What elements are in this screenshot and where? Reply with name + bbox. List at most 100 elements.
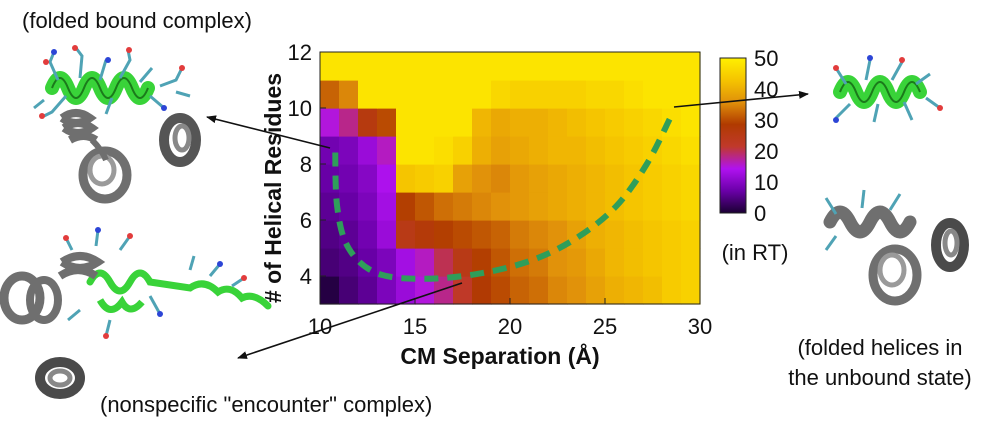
heatmap-cell — [662, 136, 682, 165]
heatmap-cell — [586, 276, 606, 305]
y-tick-label: 8 — [300, 152, 312, 177]
heatmap-cell — [358, 164, 378, 193]
heatmap-cell — [472, 80, 492, 109]
heatmap-cell — [548, 108, 568, 137]
heatmap-cell — [643, 192, 663, 221]
heatmap-cell — [510, 192, 530, 221]
x-tick-label: 10 — [308, 314, 332, 339]
heatmap-cell — [339, 192, 359, 221]
heatmap-cell — [472, 248, 492, 277]
heatmap-cell — [358, 136, 378, 165]
heatmap-cell — [643, 164, 663, 193]
heatmap-cell — [510, 136, 530, 165]
heatmap-cell — [529, 192, 549, 221]
arrow-to-encounter — [237, 282, 463, 359]
heatmap-cell — [510, 164, 530, 193]
heatmap-cell — [396, 220, 416, 249]
heatmap-cell — [434, 220, 454, 249]
heatmap-cell — [510, 52, 530, 81]
heatmap-cell — [434, 192, 454, 221]
heatmap-cell — [491, 192, 511, 221]
heatmap-cell — [339, 276, 359, 305]
heatmap-cell — [605, 80, 625, 109]
heatmap-cell — [358, 52, 378, 81]
heatmap-cell — [320, 276, 340, 305]
heatmap-cell — [415, 80, 435, 109]
heatmap-cell — [415, 108, 435, 137]
heatmap-cell — [624, 192, 644, 221]
heatmap-cell — [643, 52, 663, 81]
heatmap-cell — [377, 108, 397, 137]
heatmap-cell — [624, 164, 644, 193]
y-tick-label: 6 — [300, 208, 312, 233]
heatmap-cell — [567, 192, 587, 221]
heatmap-cell — [491, 52, 511, 81]
heatmap-cell — [415, 220, 435, 249]
heatmap-cell — [567, 80, 587, 109]
heatmap-cell — [643, 108, 663, 137]
heatmap-cell — [339, 248, 359, 277]
folded-bound-complex-illustration — [33, 45, 201, 204]
colorbar-tick-label: 0 — [754, 201, 766, 226]
heatmap-cell — [662, 192, 682, 221]
heatmap-cell — [434, 164, 454, 193]
heatmap-cell — [529, 80, 549, 109]
heatmap-cell — [624, 276, 644, 305]
heatmap-cell — [434, 136, 454, 165]
heatmap-cell — [453, 276, 473, 305]
heatmap-cell — [529, 164, 549, 193]
heatmap-cell — [586, 108, 606, 137]
heatmap-cell — [453, 220, 473, 249]
heatmap-cell — [453, 192, 473, 221]
heatmap-cell — [605, 220, 625, 249]
colorbar-unit-label: (in RT) — [722, 240, 789, 265]
heatmap-cell — [472, 52, 492, 81]
heatmap-cell — [491, 108, 511, 137]
colorbar-tick-label: 50 — [754, 46, 778, 71]
caption-folded-bound: (folded bound complex) — [22, 8, 252, 33]
x-tick-label: 25 — [593, 314, 617, 339]
heatmap-cell — [548, 136, 568, 165]
heatmap-cell — [548, 248, 568, 277]
y-axis-title: # of Helical Residues — [260, 73, 286, 303]
heatmap-cell — [548, 192, 568, 221]
heatmap-cell — [605, 164, 625, 193]
colorbar-tick-label: 30 — [754, 108, 778, 133]
heatmap-cell — [396, 80, 416, 109]
heatmap-cell — [586, 248, 606, 277]
heatmap-cell — [415, 192, 435, 221]
heatmap-cell — [415, 248, 435, 277]
heatmap-cell — [605, 248, 625, 277]
caption-unbound-line2: the unbound state) — [788, 365, 971, 390]
heatmap-cell — [567, 248, 587, 277]
heatmap-cell — [605, 136, 625, 165]
heatmap-cell — [643, 276, 663, 305]
heatmap-cell — [548, 220, 568, 249]
heatmap-cell — [453, 164, 473, 193]
heatmap-cell — [681, 136, 701, 165]
heatmap-cell — [605, 52, 625, 81]
x-tick-label: 20 — [498, 314, 522, 339]
heatmap-cell — [681, 192, 701, 221]
heatmap-cell — [662, 52, 682, 81]
heatmap-cell — [453, 80, 473, 109]
heatmap-cell — [377, 192, 397, 221]
heatmap-cell — [491, 80, 511, 109]
heatmap-cell — [586, 80, 606, 109]
caption-unbound-line1: (folded helices in — [797, 335, 962, 360]
encounter-complex-illustration — [0, 227, 272, 399]
heatmap-cell — [396, 164, 416, 193]
heatmap-cell — [624, 220, 644, 249]
heatmap-cell — [377, 80, 397, 109]
heatmap-cell — [396, 248, 416, 277]
heatmap-cell — [567, 276, 587, 305]
heatmap-cell — [320, 108, 340, 137]
heatmap-cell — [681, 52, 701, 81]
y-tick-label: 10 — [288, 96, 312, 121]
heatmap-cell — [491, 276, 511, 305]
heatmap-cell — [548, 52, 568, 81]
heatmap-cell — [453, 108, 473, 137]
heatmap-cell — [643, 80, 663, 109]
